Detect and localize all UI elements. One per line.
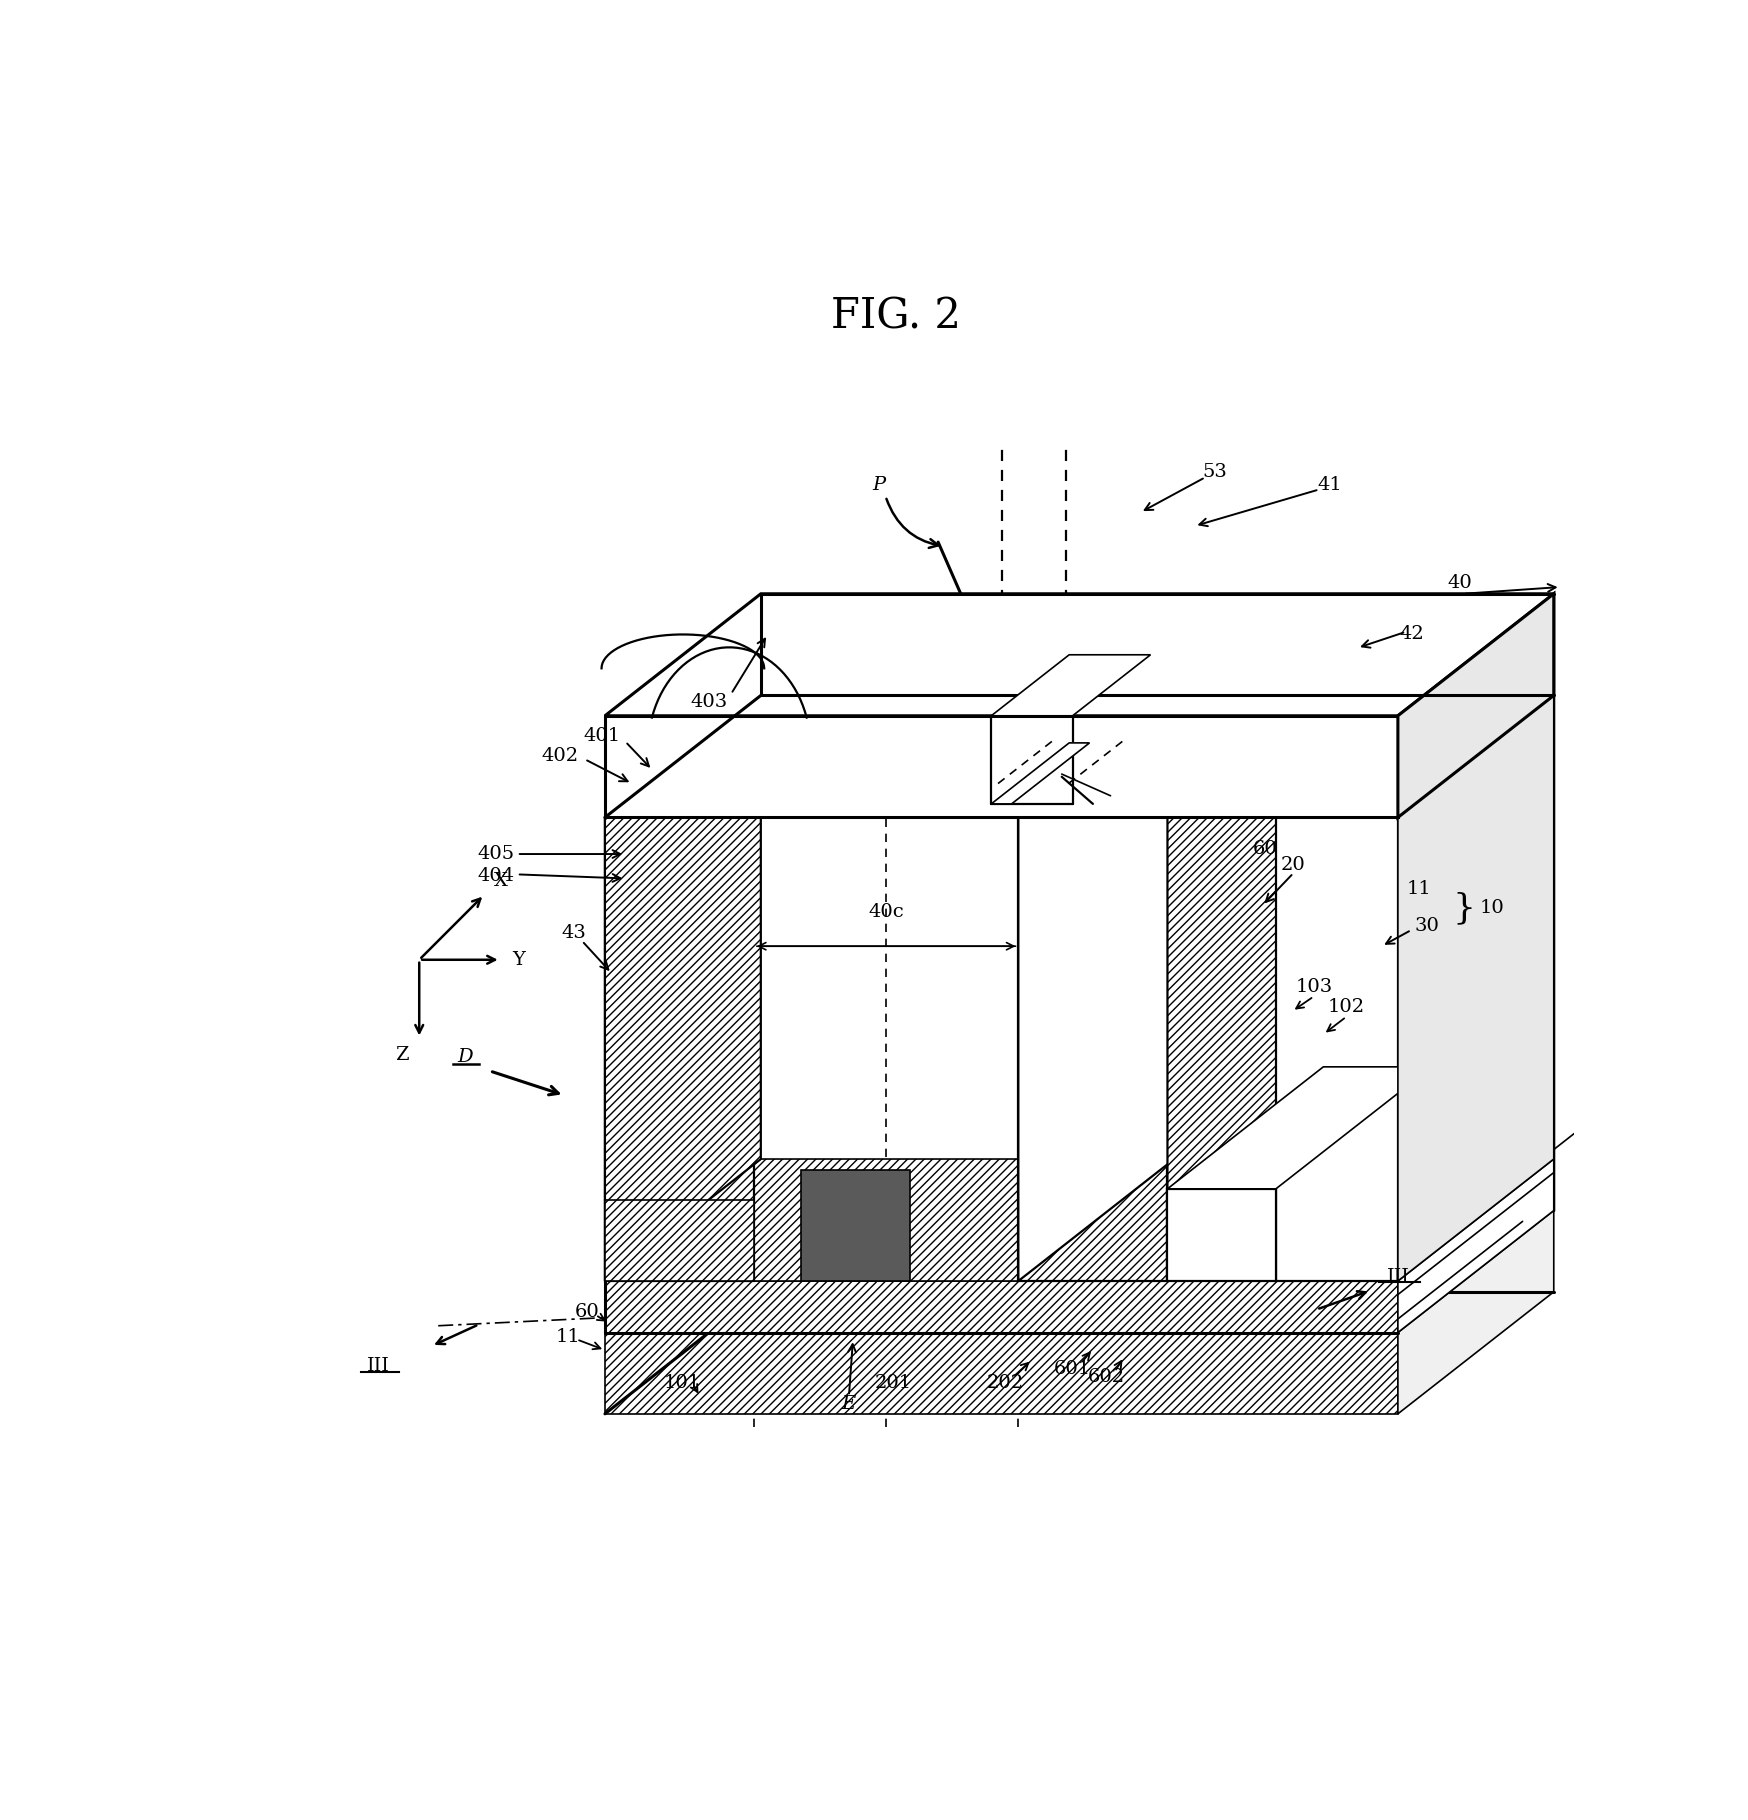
Text: 11: 11 — [1405, 881, 1432, 899]
Polygon shape — [1017, 695, 1323, 817]
Text: X: X — [493, 872, 507, 890]
Polygon shape — [1168, 695, 1323, 1281]
Text: 202: 202 — [986, 1374, 1023, 1392]
Polygon shape — [605, 1332, 1397, 1414]
Text: 401: 401 — [584, 728, 621, 744]
Text: }: } — [1451, 892, 1474, 925]
Text: 60: 60 — [1252, 839, 1276, 857]
Text: 102: 102 — [1327, 997, 1363, 1016]
Text: 60: 60 — [575, 1303, 600, 1321]
Text: 402: 402 — [542, 748, 579, 766]
Polygon shape — [1017, 695, 1173, 1281]
Text: 404: 404 — [477, 866, 514, 885]
Polygon shape — [605, 593, 1552, 715]
Text: 405: 405 — [477, 844, 514, 863]
Text: P: P — [872, 477, 884, 495]
Polygon shape — [605, 1281, 1397, 1332]
Text: 40: 40 — [1447, 573, 1472, 592]
Polygon shape — [991, 655, 1150, 715]
Polygon shape — [1397, 593, 1552, 817]
Polygon shape — [1397, 1210, 1552, 1414]
Text: III: III — [1386, 1269, 1409, 1287]
Text: 10: 10 — [1479, 899, 1503, 917]
Polygon shape — [605, 1159, 1552, 1281]
Polygon shape — [605, 715, 1397, 817]
Text: 601: 601 — [1054, 1360, 1091, 1378]
Text: 43: 43 — [561, 925, 586, 941]
Polygon shape — [1276, 817, 1397, 1281]
Text: E: E — [841, 1396, 855, 1414]
Polygon shape — [1397, 593, 1552, 1332]
Text: 602: 602 — [1087, 1369, 1124, 1387]
Polygon shape — [605, 1210, 1552, 1332]
Polygon shape — [1397, 695, 1552, 1281]
Text: 20: 20 — [1280, 855, 1306, 874]
Polygon shape — [1397, 1159, 1552, 1332]
Text: 11: 11 — [556, 1327, 580, 1345]
Polygon shape — [991, 743, 1089, 804]
Polygon shape — [801, 1170, 909, 1281]
Text: D: D — [458, 1048, 474, 1067]
Text: FIG. 2: FIG. 2 — [830, 295, 961, 337]
Text: 42: 42 — [1398, 626, 1423, 644]
Text: 53: 53 — [1203, 462, 1227, 480]
Polygon shape — [605, 695, 760, 1281]
Text: 103: 103 — [1295, 977, 1332, 996]
Polygon shape — [605, 817, 753, 1281]
Text: Z: Z — [395, 1046, 407, 1063]
Polygon shape — [605, 695, 909, 817]
Text: 403: 403 — [690, 693, 727, 712]
Polygon shape — [1017, 817, 1168, 1281]
Text: Y: Y — [512, 950, 524, 968]
Polygon shape — [1168, 1188, 1276, 1281]
Polygon shape — [1276, 695, 1552, 817]
Text: 40c: 40c — [867, 903, 904, 921]
Text: 30: 30 — [1414, 917, 1439, 935]
Text: 101: 101 — [662, 1374, 701, 1392]
Text: 41: 41 — [1316, 477, 1342, 495]
Text: III: III — [367, 1358, 390, 1376]
Polygon shape — [605, 1199, 753, 1281]
Text: 201: 201 — [874, 1374, 912, 1392]
Polygon shape — [1168, 1067, 1432, 1188]
